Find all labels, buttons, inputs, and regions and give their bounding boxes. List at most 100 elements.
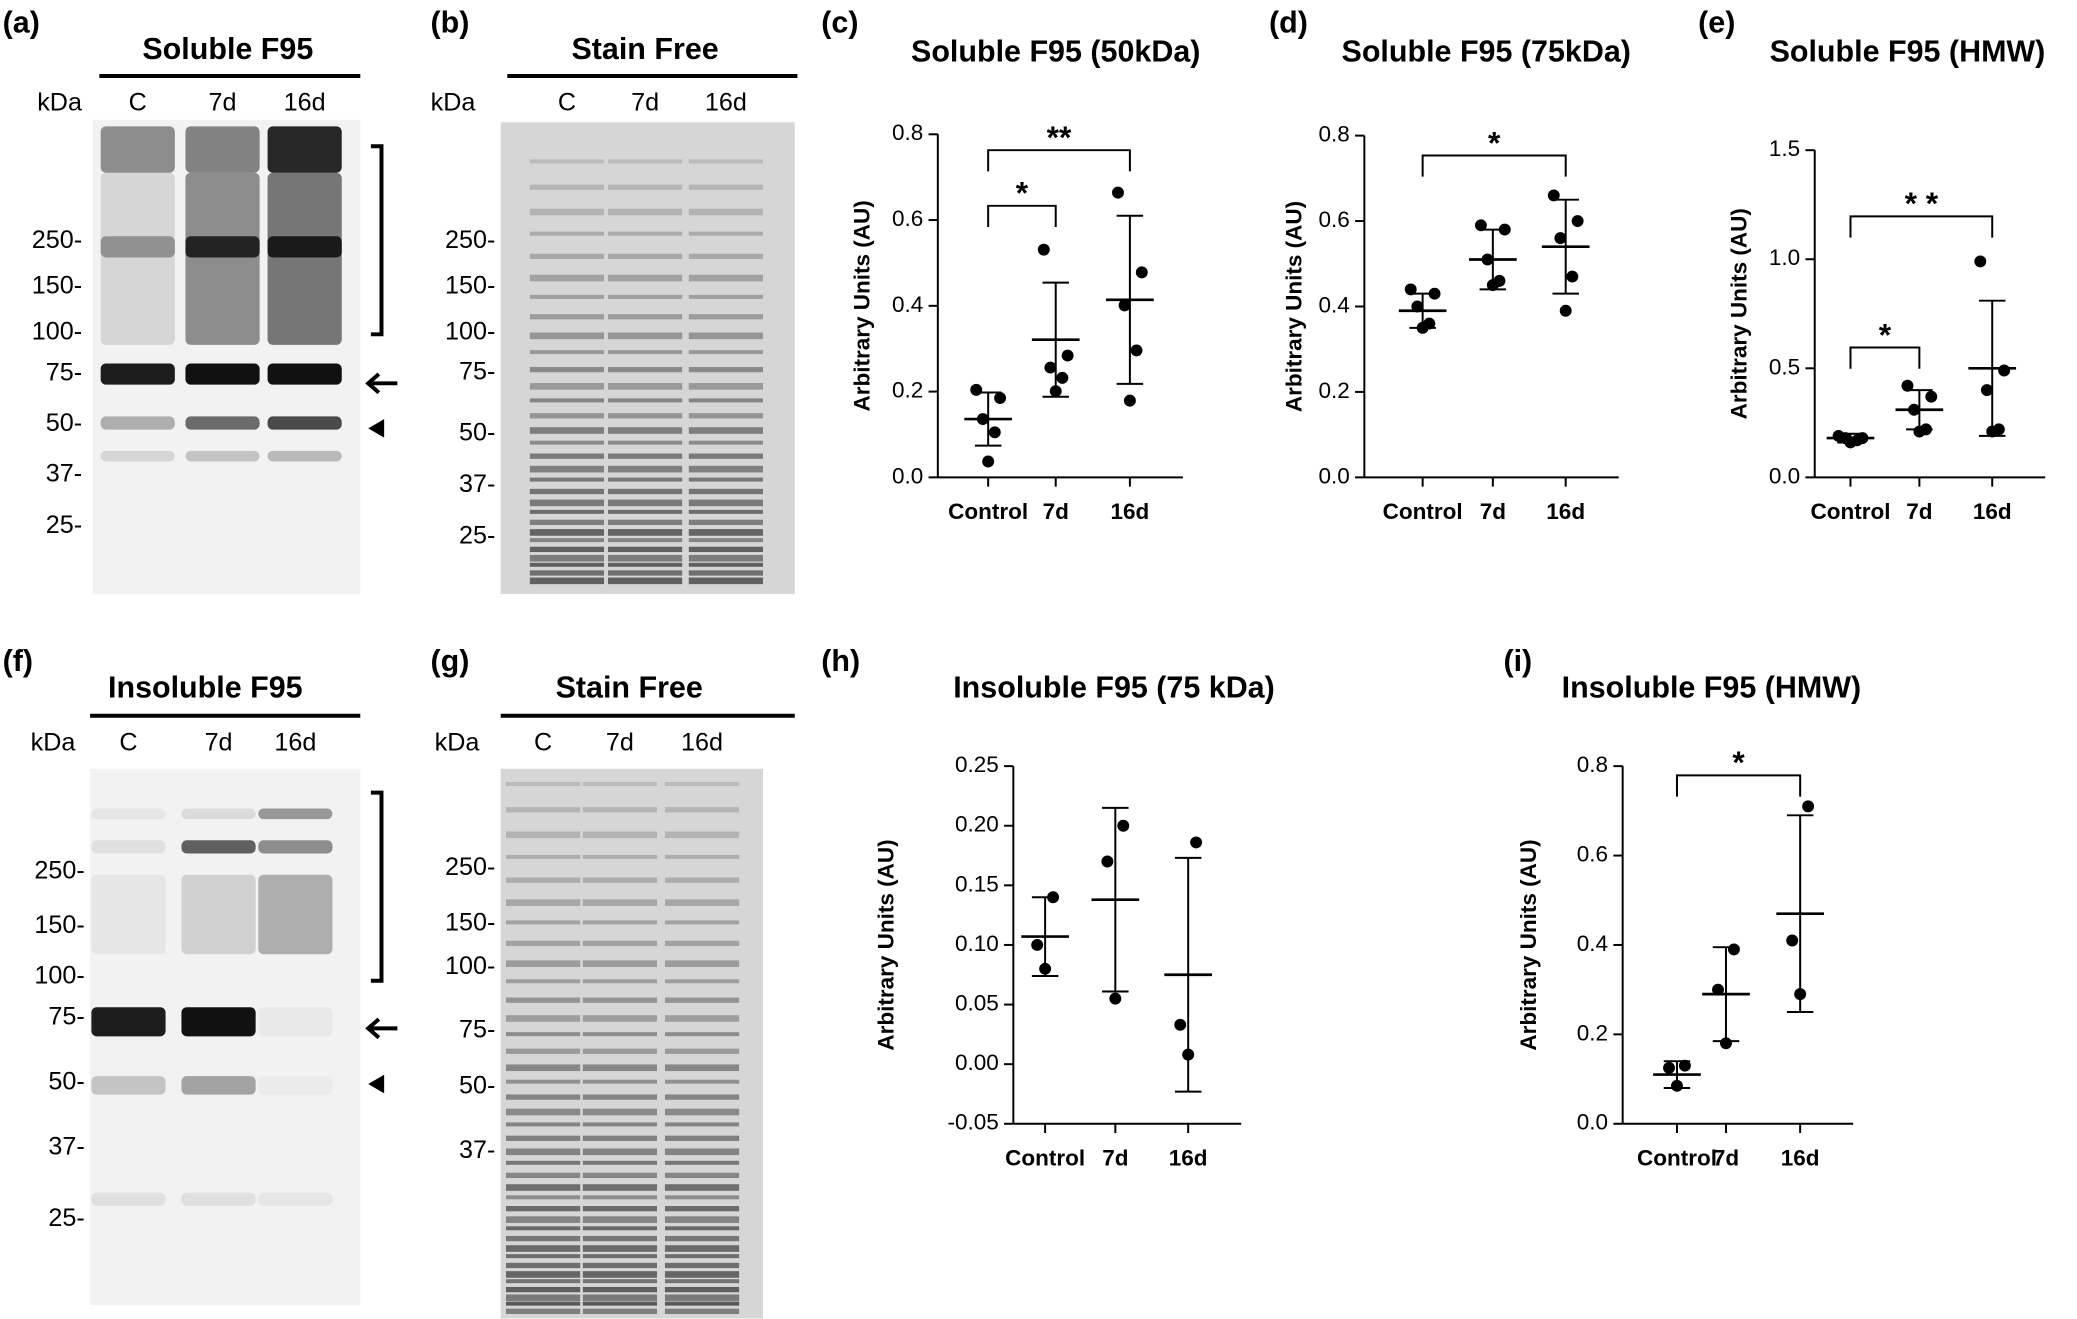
band <box>529 332 605 340</box>
data-point <box>1174 1018 1187 1031</box>
data-point <box>1547 189 1560 202</box>
data-point <box>1123 394 1136 407</box>
band <box>506 1032 581 1037</box>
band <box>529 529 605 536</box>
band <box>529 350 605 355</box>
band <box>181 808 256 820</box>
significance-bracket <box>987 204 1057 228</box>
band <box>582 1032 658 1037</box>
band <box>529 314 605 320</box>
band <box>506 1301 581 1306</box>
band <box>607 577 683 585</box>
data-point <box>1416 321 1429 334</box>
band <box>607 159 683 164</box>
band <box>181 1192 256 1206</box>
band <box>582 1294 658 1302</box>
band <box>582 1108 658 1116</box>
band <box>582 1308 658 1314</box>
band <box>664 1286 740 1293</box>
data-point <box>1061 349 1074 362</box>
band <box>664 1172 740 1179</box>
significance-label: * <box>1016 175 1029 211</box>
marker-label: 250- <box>32 226 82 254</box>
band <box>664 1064 740 1072</box>
band <box>688 332 763 340</box>
band <box>258 1007 333 1037</box>
band <box>582 1079 658 1084</box>
band <box>100 416 175 430</box>
band <box>688 453 763 459</box>
x-tick-label: Control <box>1637 1145 1717 1170</box>
data-point <box>976 413 989 426</box>
lane-label: 7d <box>209 88 237 116</box>
data-point <box>1986 425 1999 438</box>
band <box>664 899 740 906</box>
band <box>258 1076 332 1095</box>
data-point <box>1554 232 1567 245</box>
band <box>582 1184 658 1191</box>
unit-label: kDa <box>435 728 480 756</box>
panel-label: (c) <box>821 5 858 39</box>
data-point <box>1037 243 1050 256</box>
band <box>582 1135 658 1141</box>
y-tick-label: 0.0 <box>1577 1110 1608 1135</box>
band <box>607 184 683 190</box>
band <box>258 808 333 820</box>
band <box>664 960 740 967</box>
x-tick-label: Control <box>1005 1145 1085 1170</box>
band <box>582 920 658 925</box>
band <box>582 1206 658 1212</box>
x-tick-label: 16d <box>1169 1145 1208 1170</box>
y-axis-label: Arbitrary Units (AU) <box>1281 201 1306 412</box>
data-point <box>1786 934 1799 947</box>
band <box>91 1192 166 1206</box>
data-point <box>1712 983 1724 996</box>
band <box>582 1271 658 1278</box>
data-point <box>1925 390 1938 403</box>
band <box>688 554 763 562</box>
data-point <box>1974 255 1987 268</box>
band <box>607 350 683 355</box>
x-tick-label: 7d <box>1102 1145 1128 1170</box>
y-tick-label: -0.05 <box>947 1110 998 1135</box>
band <box>664 782 740 787</box>
band <box>607 562 683 567</box>
significance-bracket <box>1849 215 1994 238</box>
band <box>529 383 605 390</box>
data-point <box>1559 304 1572 317</box>
band <box>506 1254 581 1259</box>
x-tick-label: 7d <box>1713 1145 1739 1170</box>
band <box>506 997 581 1003</box>
band <box>664 1108 740 1116</box>
band <box>582 1172 658 1179</box>
band <box>664 1195 740 1200</box>
data-point <box>1182 1048 1195 1061</box>
significance-label: * * <box>1905 185 1939 221</box>
marker-label: 25- <box>46 511 82 539</box>
data-point <box>1118 299 1131 312</box>
y-tick-label: 0.2 <box>892 378 923 403</box>
data-point <box>994 392 1007 404</box>
band <box>607 413 683 419</box>
band <box>607 477 683 482</box>
band <box>664 807 740 813</box>
data-point <box>988 426 1001 439</box>
blot-title: Stain Free <box>556 670 703 704</box>
data-point <box>1411 300 1424 313</box>
band <box>529 274 605 282</box>
band <box>506 1172 581 1179</box>
band <box>607 465 683 473</box>
significance-label: * <box>1488 124 1501 160</box>
band <box>664 831 740 839</box>
data-point <box>1720 1037 1732 1050</box>
unit-label: kDa <box>431 88 476 116</box>
data-point <box>1428 287 1441 300</box>
band <box>529 477 605 482</box>
band <box>607 253 683 260</box>
lane-label: 16d <box>274 728 316 756</box>
y-axis-label: Arbitrary Units (AU) <box>850 200 875 411</box>
y-axis-label: Arbitrary Units (AU) <box>1516 839 1541 1050</box>
y-tick-label: 0.4 <box>1319 292 1350 317</box>
band <box>582 1048 658 1054</box>
band <box>529 488 605 495</box>
